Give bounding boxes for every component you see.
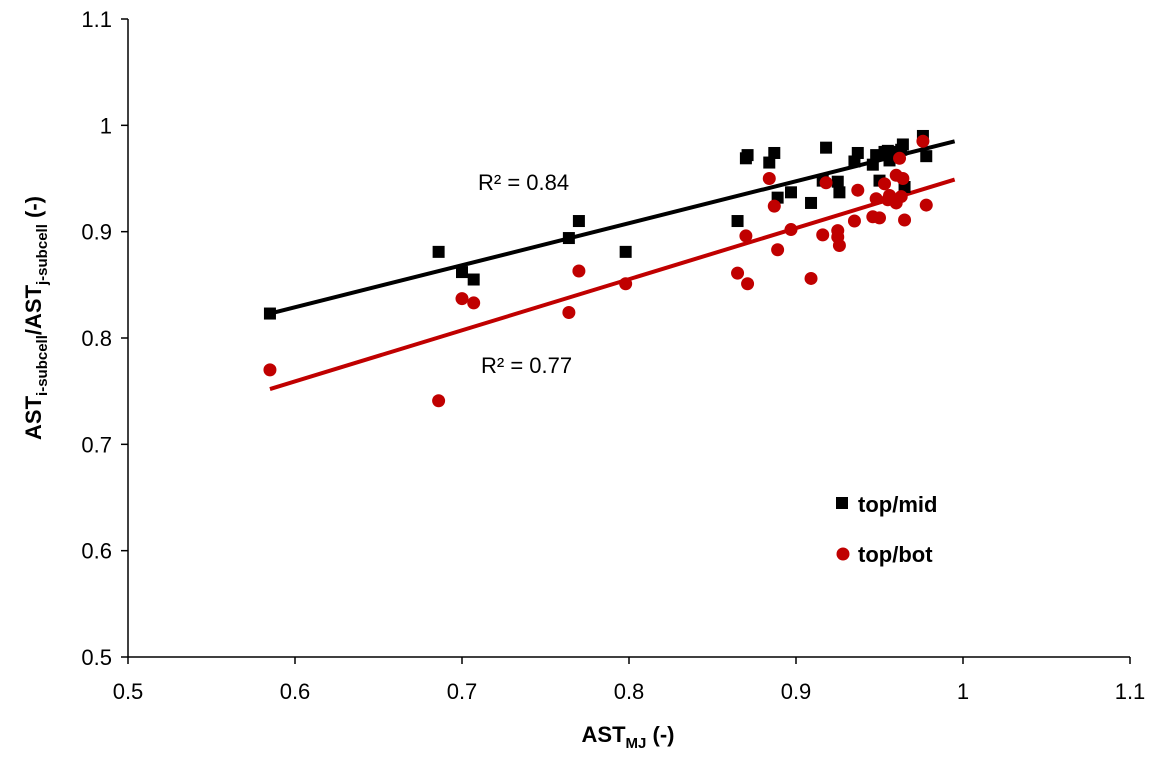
x-axis-title-suffix: (-) bbox=[646, 722, 674, 747]
point-top-mid bbox=[768, 146, 781, 159]
point-top-mid bbox=[763, 156, 776, 169]
point-top-bot bbox=[767, 199, 781, 213]
legend-label-top-bot: top/bot bbox=[858, 542, 933, 567]
point-top-bot bbox=[847, 214, 861, 228]
x-tick-label: 0.7 bbox=[447, 679, 478, 704]
point-top-mid bbox=[467, 273, 480, 286]
y-axis-title: ASTi-subcell/ASTj-subcell (-) bbox=[21, 196, 51, 440]
point-top-mid bbox=[456, 266, 468, 279]
point-top-bot bbox=[873, 211, 886, 225]
legend-label-top-mid: top/mid bbox=[858, 492, 937, 517]
y-axis-title-sub2: j-subcell bbox=[34, 224, 51, 286]
x-tick-label: 1.1 bbox=[1115, 679, 1146, 704]
point-top-bot bbox=[804, 271, 818, 285]
point-top-bot bbox=[878, 177, 892, 191]
point-top-mid bbox=[851, 146, 864, 159]
data-points bbox=[263, 129, 933, 408]
legend: top/mid top/bot bbox=[836, 492, 937, 567]
y-tick-label: 0.5 bbox=[81, 645, 112, 670]
point-top-mid bbox=[831, 175, 844, 188]
point-top-bot bbox=[851, 183, 865, 197]
point-top-bot bbox=[816, 228, 830, 242]
point-top-bot bbox=[467, 296, 481, 310]
point-top-bot bbox=[819, 176, 833, 190]
point-top-bot bbox=[741, 277, 755, 291]
point-top-mid bbox=[572, 215, 585, 228]
point-top-mid bbox=[741, 149, 754, 162]
point-top-bot bbox=[916, 134, 930, 148]
y-tick-label: 0.6 bbox=[81, 539, 112, 564]
point-top-bot bbox=[455, 292, 469, 306]
point-top-bot bbox=[619, 277, 633, 291]
point-top-mid bbox=[432, 245, 445, 258]
point-top-mid bbox=[263, 307, 276, 320]
point-top-bot bbox=[896, 172, 910, 185]
trendlines bbox=[269, 139, 956, 391]
point-top-bot bbox=[919, 198, 933, 212]
y-tick-label: 0.8 bbox=[81, 326, 112, 351]
y-tick-label: 1 bbox=[100, 113, 112, 138]
point-top-mid bbox=[896, 138, 909, 151]
y-tick-label: 0.9 bbox=[81, 220, 112, 245]
x-axis-title-main: AST bbox=[582, 722, 627, 747]
point-top-mid bbox=[731, 215, 744, 228]
x-tick-label: 0.9 bbox=[781, 679, 812, 704]
point-top-bot bbox=[432, 394, 446, 408]
y-tick-label: 0.7 bbox=[81, 432, 112, 457]
legend-marker-top-bot bbox=[836, 547, 850, 561]
trendline-top-mid bbox=[269, 139, 956, 316]
point-top-bot bbox=[898, 213, 912, 227]
point-top-bot bbox=[739, 229, 753, 243]
point-top-mid bbox=[562, 232, 575, 245]
point-top-bot bbox=[894, 190, 908, 204]
point-top-mid bbox=[866, 158, 879, 171]
y-axis-title-part3: (-) bbox=[21, 196, 46, 224]
point-top-bot bbox=[731, 266, 745, 280]
x-axis-title-subscript: MJ bbox=[626, 735, 647, 752]
point-top-mid bbox=[920, 150, 933, 163]
x-axis-ticks: 0.5 0.6 0.7 0.8 0.9 1 1.1 bbox=[113, 657, 1146, 704]
point-top-mid bbox=[805, 196, 818, 209]
y-axis-title-part1: AST bbox=[21, 395, 46, 440]
x-tick-label: 1 bbox=[957, 679, 969, 704]
point-top-bot bbox=[869, 192, 883, 206]
point-top-bot bbox=[562, 305, 576, 319]
point-top-bot bbox=[572, 264, 586, 278]
point-top-mid bbox=[820, 141, 833, 154]
point-top-bot bbox=[263, 363, 277, 377]
x-tick-label: 0.8 bbox=[614, 679, 645, 704]
x-axis-title: ASTMJ (-) bbox=[582, 722, 675, 752]
point-top-bot bbox=[893, 151, 907, 165]
point-top-bot bbox=[832, 238, 846, 252]
x-tick-label: 0.5 bbox=[113, 679, 144, 704]
y-axis-title-part2: /AST bbox=[21, 284, 46, 335]
x-tick-label: 0.6 bbox=[280, 679, 311, 704]
point-top-bot bbox=[762, 172, 776, 185]
point-top-mid bbox=[784, 186, 797, 199]
y-axis-title-sub1: i-subcell bbox=[34, 335, 51, 396]
r2-label-top-mid: R² = 0.84 bbox=[478, 170, 569, 195]
point-top-bot bbox=[784, 223, 798, 237]
y-tick-label: 1.1 bbox=[81, 7, 112, 32]
point-top-bot bbox=[771, 243, 785, 257]
y-axis-ticks: 0.5 0.6 0.7 0.8 0.9 1 1.1 bbox=[81, 7, 128, 670]
point-top-mid bbox=[619, 245, 632, 258]
r2-label-top-bot: R² = 0.77 bbox=[481, 353, 572, 378]
legend-marker-top-mid bbox=[836, 497, 848, 509]
point-top-mid bbox=[833, 186, 846, 199]
trendline-top-bot bbox=[269, 177, 956, 391]
